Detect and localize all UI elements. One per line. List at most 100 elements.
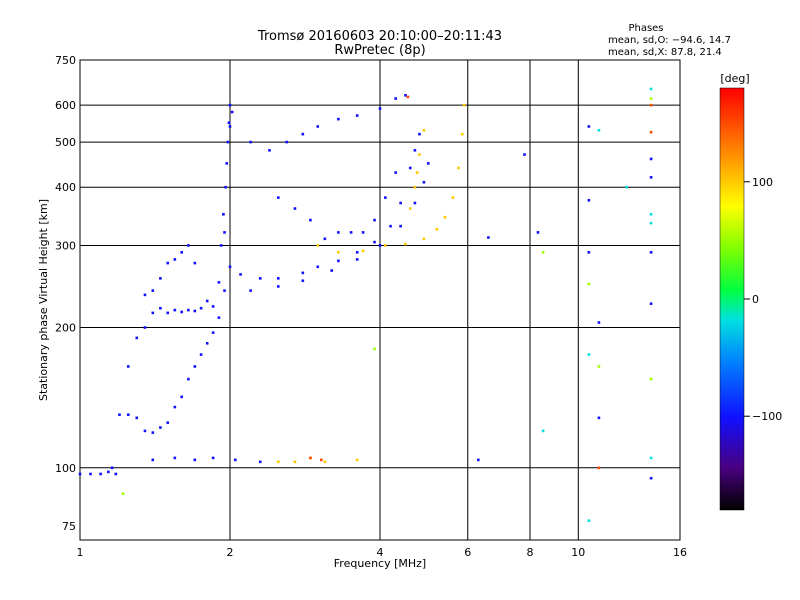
x-tick-label: 4 [377,546,384,559]
data-point [460,132,464,136]
data-point [187,244,190,247]
data-point [415,171,419,174]
data-point [228,125,232,128]
data-point [316,244,320,247]
data-point [224,185,227,189]
y-tick-label: 75 [62,520,76,533]
data-point [422,180,426,184]
data-point [199,306,203,310]
colorbar-gradient [719,87,745,511]
data-point [159,306,162,310]
data-point [151,289,155,292]
data-point [126,365,130,368]
data-point [143,429,147,433]
data-point [228,265,232,269]
data-point [143,326,147,329]
data-point [193,309,197,313]
colorbar-label: [deg] [720,72,749,85]
data-point [89,472,92,476]
data-point [285,140,289,144]
data-point [193,458,197,462]
data-point [337,231,340,234]
data-point [199,353,203,356]
phase-heading: Phases [628,23,663,34]
data-point [404,93,407,97]
data-point [413,185,417,189]
data-point [180,310,184,314]
data-point [276,277,280,280]
data-point [180,395,184,399]
data-point [143,293,147,297]
data-point [159,426,162,429]
data-point [649,212,653,216]
data-point [361,249,365,253]
y-tick-label: 400 [55,181,76,194]
data-point [239,273,242,276]
data-point [361,231,365,234]
data-point [173,258,177,261]
data-point [477,458,480,462]
data-point [649,87,653,91]
y-tick-label: 200 [55,322,76,335]
data-point [293,207,297,210]
data-point [597,466,601,470]
y-tick-label: 100 [55,462,76,475]
data-point [435,227,439,231]
data-point [384,244,387,247]
y-tick-label: 600 [55,99,76,112]
data-point [225,162,229,165]
colorbar-tick-label: 100 [752,176,773,189]
x-axis-label: Frequency [MHz] [334,557,426,570]
data-point [228,103,232,107]
data-point [223,289,226,292]
data-point [597,128,601,132]
data-point [394,97,397,100]
data-point [217,316,221,319]
data-point [249,289,252,292]
data-point [587,198,591,202]
data-point [78,472,82,476]
data-point [413,201,417,205]
x-tick-label: 16 [673,546,687,559]
data-point [384,196,387,199]
data-point [323,460,327,464]
data-point [309,456,312,460]
data-point [193,365,197,368]
data-point [187,308,190,312]
data-point [523,153,526,156]
data-point [597,365,601,368]
data-point [173,308,177,312]
data-point [462,103,466,107]
data-point [587,282,591,286]
data-point [404,242,407,246]
data-point [355,458,359,462]
data-point [394,171,397,174]
data-point [187,377,190,381]
phase-o-stats: mean, sd,O: −94.6, 14.7 [608,35,731,46]
data-point [211,456,215,460]
chart-subtitle: RwPretec (8p) [334,43,425,58]
data-point [378,107,382,110]
colorbar: [deg] 100 0 −100 [719,72,782,511]
x-tick-label: 2 [227,546,234,559]
data-points [78,87,653,523]
data-point [625,185,628,189]
data-point [597,416,601,420]
data-point [389,224,392,228]
data-point [205,341,209,345]
data-point [337,251,340,254]
chart-title: Tromsø 20160603 20:10:00–20:11:43 [257,29,502,44]
data-point [301,279,305,283]
data-point [487,236,490,239]
data-point [355,258,359,261]
data-point [249,140,252,144]
data-point [227,121,231,125]
x-tick-label: 6 [464,546,471,559]
data-point [99,472,102,476]
x-tick-label: 8 [527,546,534,559]
y-tick-label: 300 [55,239,76,252]
data-point [418,132,421,136]
data-point [173,456,177,460]
data-point [587,125,591,128]
data-point [649,97,653,100]
